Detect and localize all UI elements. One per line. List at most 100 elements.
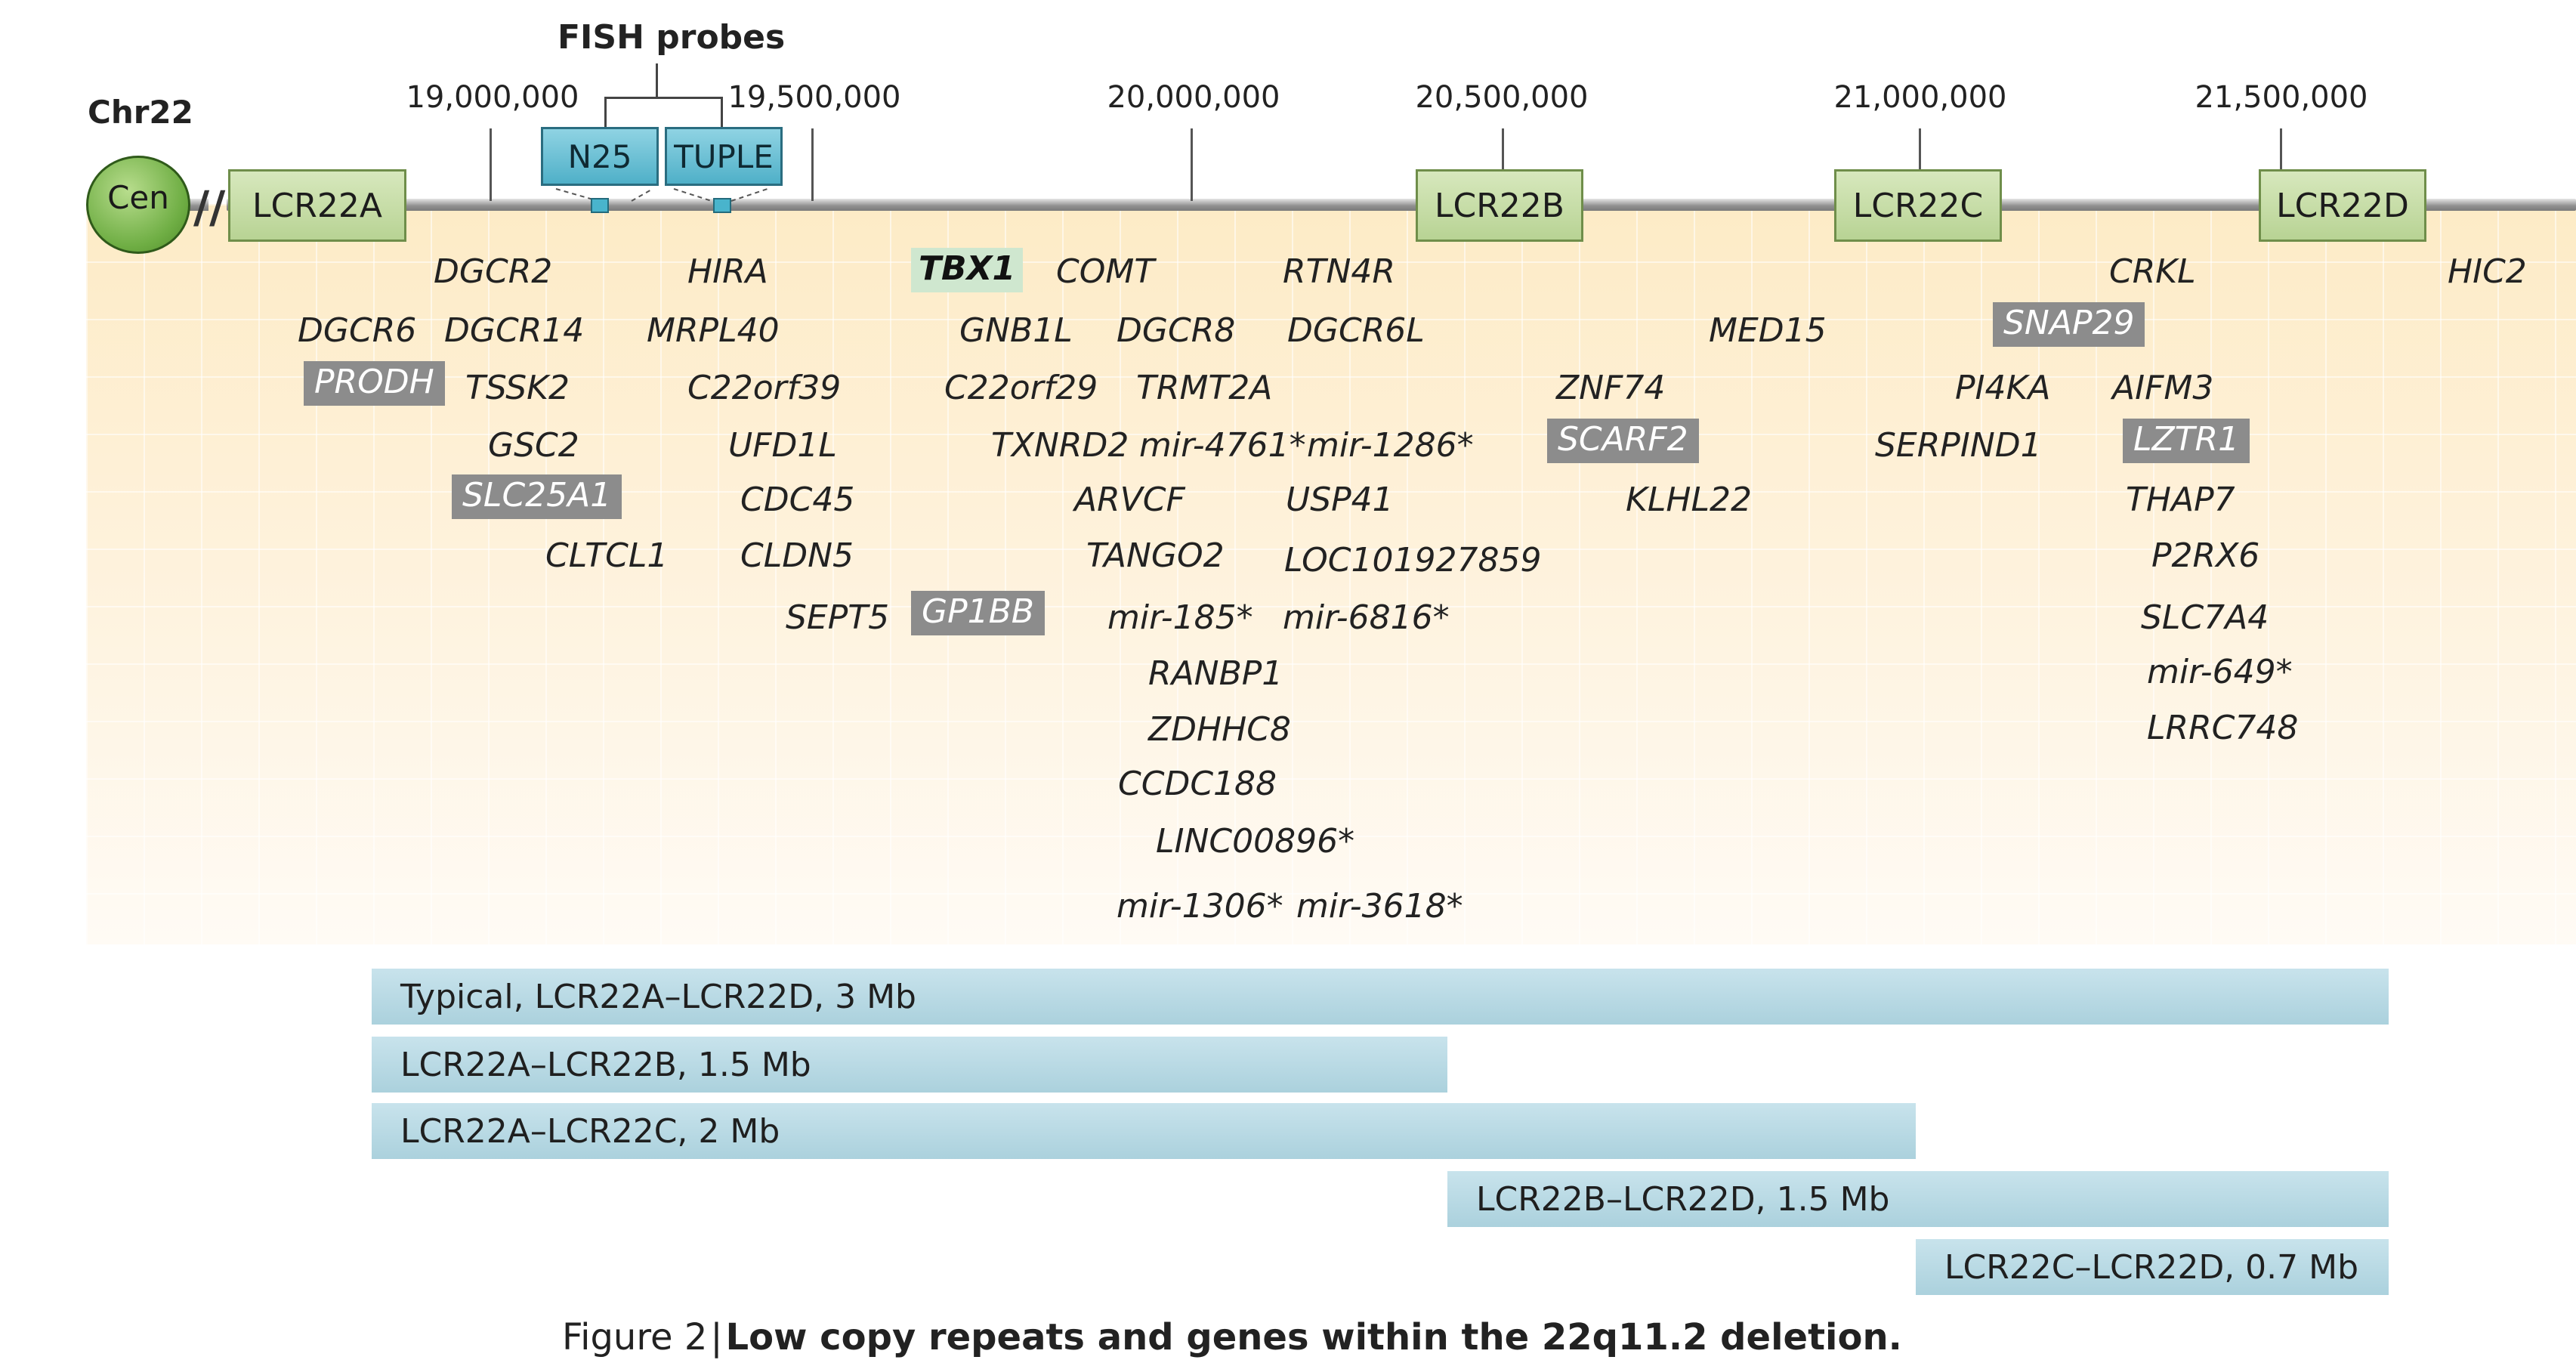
caption-separator: | [710, 1316, 723, 1358]
deletion-label: Typical, LCR22A–LCR22D, 3 Mb [400, 977, 916, 1016]
lcr22b-block: LCR22B [1416, 169, 1583, 242]
gene-label: mir-185* [1107, 598, 1253, 637]
gene-label: mir-3618* [1296, 887, 1463, 926]
fish-bracket-bar [604, 97, 722, 99]
caption-prefix: Figure 2 [562, 1316, 708, 1358]
gene-label: ZNF74 [1556, 369, 1666, 407]
coordinate-label: 21,000,000 [1833, 80, 2007, 115]
fish-bracket-left [604, 97, 607, 127]
gene-label: DGCR8 [1117, 311, 1236, 350]
lcr22c-block: LCR22C [1834, 169, 2002, 242]
fish-bracket-stem [656, 63, 658, 97]
gene-label: GSC2 [488, 426, 579, 465]
fish-probe-label: N25 [567, 138, 632, 175]
deletion-label: LCR22C–LCR22D, 0.7 Mb [1944, 1247, 2359, 1287]
gene-label: DGCR6L [1287, 311, 1425, 350]
gene-label-key: TBX1 [911, 248, 1024, 292]
deletion-label: LCR22B–LCR22D, 1.5 Mb [1476, 1179, 1890, 1219]
gene-label: mir-1306* [1117, 887, 1283, 926]
gene-panel-background [86, 204, 2576, 944]
gene-label: SERPIND1 [1875, 426, 2042, 465]
lcr22a-block: LCR22A [228, 169, 406, 242]
gene-label: ARVCF [1074, 481, 1185, 519]
gene-label: mir-6816* [1283, 598, 1450, 637]
gene-label: UFD1L [728, 426, 837, 465]
gene-label-highlighted: LZTR1 [2123, 419, 2250, 463]
lcr-label: LCR22A [252, 186, 382, 225]
gene-label-highlighted: SCARF2 [1547, 419, 1699, 463]
coordinate-label: 19,500,000 [727, 80, 901, 115]
gene-label: CCDC188 [1118, 765, 1277, 803]
lcr22d-block: LCR22D [2259, 169, 2426, 242]
gene-label: CRKL [2109, 252, 2196, 291]
gene-label: TSSK2 [465, 369, 570, 407]
centromere-label: Cen [107, 178, 169, 216]
gene-label: CDC45 [740, 481, 855, 519]
gene-label: P2RX6 [2151, 536, 2260, 575]
gene-label: THAP7 [2126, 481, 2235, 519]
deletion-bar-a-c: LCR22A–LCR22C, 2 Mb [372, 1103, 1916, 1159]
deletion-bar-c-d: LCR22C–LCR22D, 0.7 Mb [1916, 1239, 2389, 1295]
fish-probe-connectors [555, 188, 768, 202]
caption-text: Low copy repeats and genes within the 22… [725, 1316, 1902, 1358]
gene-label: ZDHHC8 [1148, 710, 1291, 749]
gene-label: SEPT5 [786, 598, 890, 637]
gene-label: RANBP1 [1148, 654, 1283, 693]
gene-label: TRMT2A [1136, 369, 1273, 407]
gene-label: CLDN5 [740, 536, 854, 575]
coordinate-label: 21,500,000 [2195, 80, 2368, 115]
gene-label: MRPL40 [647, 311, 780, 350]
gene-label: USP41 [1286, 481, 1394, 519]
gene-label: LINC00896* [1156, 822, 1355, 861]
deletion-bar-b-d: LCR22B–LCR22D, 1.5 Mb [1447, 1171, 2389, 1227]
gene-label: mir-4761* [1139, 426, 1306, 465]
centromere: Cen [86, 156, 190, 254]
gene-label: LOC101927859 [1284, 541, 1542, 580]
fish-probe-n25: N25 [541, 127, 659, 186]
gene-label: PI4KA [1955, 369, 2051, 407]
gene-label: SLC7A4 [2141, 598, 2269, 637]
coordinate-tick [490, 128, 492, 201]
gene-label-highlighted: GP1BB [911, 591, 1045, 635]
coordinate-tick [1919, 128, 1921, 171]
coordinate-tick [2280, 128, 2282, 171]
figure-caption: Figure 2|Low copy repeats and genes with… [562, 1316, 1902, 1358]
fish-probes-title: FISH probes [558, 18, 786, 57]
deletion-label: LCR22A–LCR22C, 2 Mb [400, 1111, 780, 1151]
gene-label-highlighted: SLC25A1 [452, 474, 622, 519]
gene-label: HIRA [687, 252, 768, 291]
coordinate-label: 19,000,000 [406, 80, 579, 115]
gene-label: TANGO2 [1086, 536, 1225, 575]
gene-label: DGCR14 [444, 311, 585, 350]
gene-label: GNB1L [959, 311, 1073, 350]
gene-label: RTN4R [1283, 252, 1395, 291]
lcr-label: LCR22C [1852, 186, 1984, 225]
gene-label-highlighted: PRODH [304, 361, 445, 406]
chromosome-label: Chr22 [88, 94, 193, 131]
coordinate-tick [1191, 128, 1193, 201]
deletion-bar-a-b: LCR22A–LCR22B, 1.5 Mb [372, 1037, 1447, 1093]
gene-label: LRRC748 [2147, 709, 2299, 747]
fish-probe-marker [713, 198, 731, 213]
fish-bracket-right [721, 97, 723, 127]
gene-label: mir-1286* [1307, 426, 1474, 465]
fish-probe-label: TUPLE [674, 138, 774, 175]
deletion-bar-typical: Typical, LCR22A–LCR22D, 3 Mb [372, 969, 2389, 1025]
lcr-label: LCR22D [2276, 186, 2409, 225]
lcr-label: LCR22B [1435, 186, 1564, 225]
gene-label: HIC2 [2448, 252, 2527, 291]
chromosome-break-symbol: // [193, 181, 226, 233]
gene-label: DGCR6 [298, 311, 417, 350]
gene-label: KLHL22 [1626, 481, 1752, 519]
gene-label: MED15 [1709, 311, 1827, 350]
gene-label-highlighted: SNAP29 [1993, 302, 2145, 347]
coordinate-tick [1502, 128, 1504, 171]
coordinate-label: 20,500,000 [1415, 80, 1589, 115]
gene-label: DGCR2 [434, 252, 553, 291]
gene-label: C22orf29 [944, 369, 1098, 407]
gene-label: AIFM3 [2112, 369, 2214, 407]
coordinate-tick [811, 128, 814, 201]
gene-label: C22orf39 [687, 369, 842, 407]
fish-probe-marker [591, 198, 609, 213]
deletion-label: LCR22A–LCR22B, 1.5 Mb [400, 1045, 811, 1084]
